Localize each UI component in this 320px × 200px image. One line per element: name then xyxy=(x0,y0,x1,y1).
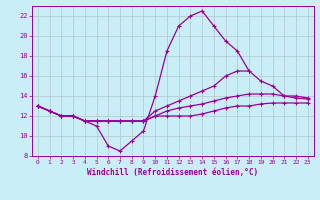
X-axis label: Windchill (Refroidissement éolien,°C): Windchill (Refroidissement éolien,°C) xyxy=(87,168,258,177)
